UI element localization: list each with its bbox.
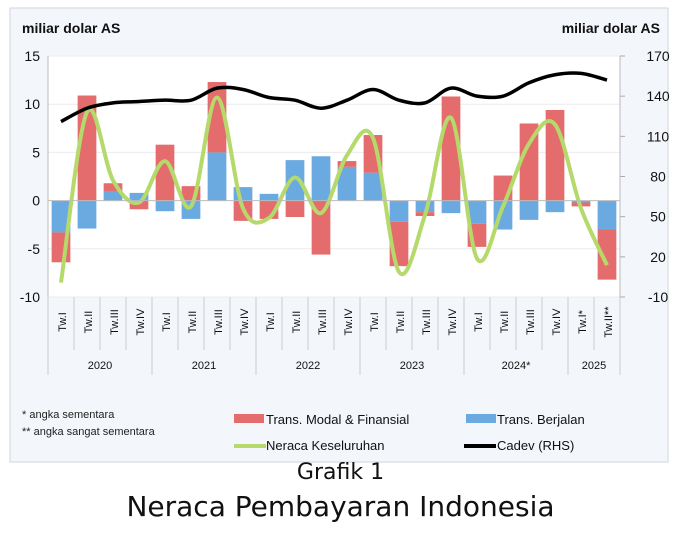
left-tick-label: 5 (32, 144, 40, 160)
year-label: 2021 (192, 360, 216, 372)
bar-current-account (51, 200, 71, 233)
bar-current-account (155, 200, 175, 212)
right-tick-label: 80 (650, 169, 666, 185)
left-tick-label: 15 (24, 48, 40, 64)
year-label: 2025 (582, 360, 606, 372)
quarter-label: Tw.IV (343, 308, 355, 336)
bar-current-account (207, 152, 227, 201)
quarter-label: Tw.I (265, 312, 277, 332)
bar-capital-financial (207, 82, 227, 153)
quarter-label: Tw.I (369, 312, 381, 332)
bar-current-account (571, 200, 591, 203)
quarter-label: Tw.II (291, 311, 303, 334)
quarter-label: Tw.III (317, 309, 329, 335)
caption-title: Neraca Pembayaran Indonesia (126, 490, 555, 523)
quarter-label: Tw.I (473, 312, 485, 332)
quarter-label: Tw.I (57, 312, 69, 332)
bar-capital-financial (597, 229, 617, 280)
right-tick-label: -10 (648, 289, 668, 305)
bar-current-account (77, 200, 97, 229)
legend-label-overall: Neraca Keseluruhan (266, 438, 385, 453)
left-tick-label: 0 (32, 193, 40, 209)
bar-current-account (441, 200, 461, 214)
bar-current-account (363, 172, 383, 201)
bar-capital-financial (155, 144, 175, 201)
legend-label-current: Trans. Berjalan (497, 412, 585, 427)
quarter-label: Tw.II (187, 311, 199, 334)
legend-swatch-financial (234, 414, 264, 423)
quarter-label: Tw.I* (577, 309, 589, 334)
right-tick-label: 110 (647, 128, 670, 144)
bar-capital-financial (129, 200, 149, 210)
right-tick-label: 50 (650, 209, 666, 225)
caption-number: Grafik 1 (296, 460, 385, 485)
bar-current-account (467, 200, 487, 224)
left-tick-label: -10 (20, 289, 40, 305)
year-label: 2024* (502, 360, 531, 372)
bar-capital-financial (519, 123, 539, 201)
bar-current-account (519, 200, 539, 220)
bar-current-account (103, 190, 123, 201)
quarter-label: Tw.I (161, 312, 173, 332)
bar-current-account (389, 200, 409, 222)
right-tick-label: 20 (650, 249, 666, 265)
bar-current-account (597, 200, 617, 230)
bar-current-account (545, 200, 565, 213)
legend-label-reserves: Cadev (RHS) (497, 438, 574, 453)
right-tick-label: 170 (646, 48, 670, 64)
note-1: * angka sementara (22, 409, 115, 421)
bar-capital-financial (337, 161, 357, 167)
quarter-label: Tw.II (499, 311, 511, 334)
year-label: 2023 (400, 360, 424, 372)
bar-current-account (311, 156, 331, 201)
bar-capital-financial (311, 200, 331, 255)
axes: -10 -5 0 5 10 15 -10 20 50 80 110 140 170 Tw.I Tw.II Tw… (20, 48, 670, 375)
quarter-label: Tw.IV (239, 308, 251, 336)
quarter-label: Tw.IV (551, 308, 563, 336)
note-2: ** angka sangat sementara (22, 426, 156, 438)
year-label: 2020 (88, 360, 112, 372)
line-overall-balance (59, 95, 609, 283)
left-axis-label: miliar dolar AS (22, 20, 120, 36)
quarter-label: Tw.III (421, 309, 433, 335)
quarter-label: Tw.III (213, 309, 225, 335)
quarter-label: Tw.III (525, 309, 537, 335)
quarter-label: Tw.II** (603, 306, 615, 338)
quarter-label: Tw.II (83, 311, 95, 334)
left-tick-label: -5 (28, 241, 41, 257)
quarter-label: Tw.IV (135, 308, 147, 336)
bar-capital-financial (103, 183, 123, 191)
bar-current-account (337, 166, 357, 201)
bar-current-account (129, 192, 149, 201)
quarter-label: Tw.IV (447, 308, 459, 336)
legend: * angka sementara ** angka sangat sement… (22, 409, 585, 453)
bar-capital-financial (285, 200, 305, 217)
bar-current-account (415, 200, 435, 213)
bar-current-account (259, 193, 279, 201)
left-tick-label: 10 (24, 96, 40, 112)
quarter-label: Tw.III (109, 309, 121, 335)
year-label: 2022 (296, 360, 320, 372)
right-axis-label: miliar dolar AS (562, 20, 660, 36)
legend-label-financial: Trans. Modal & Finansial (266, 412, 409, 427)
right-tick-label: 140 (646, 88, 670, 104)
lines (59, 71, 609, 283)
bar-current-account (285, 160, 305, 201)
line-reserves (60, 71, 608, 124)
legend-swatch-current (466, 414, 496, 423)
quarter-label: Tw.II (395, 311, 407, 334)
